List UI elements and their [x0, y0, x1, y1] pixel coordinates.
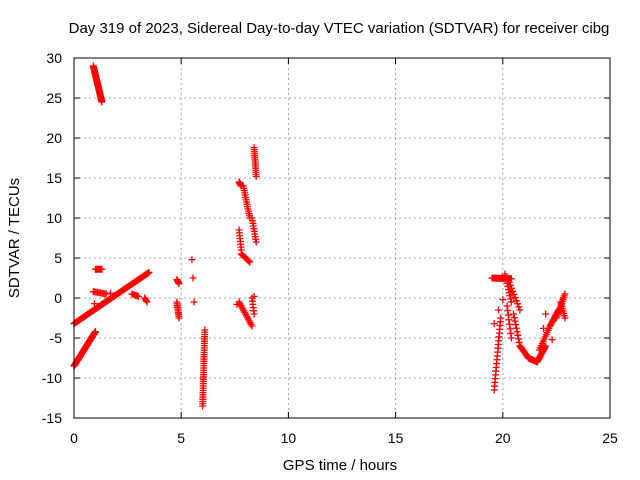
y-tick-label: -5 [50, 330, 63, 346]
chart-title: Day 319 of 2023, Sidereal Day-to-day VTE… [69, 20, 610, 37]
data-point [98, 98, 106, 106]
x-tick-label: 20 [495, 430, 511, 446]
data-point [509, 287, 517, 295]
data-point [252, 172, 260, 180]
data-point [175, 280, 183, 288]
data-point [98, 265, 106, 273]
data-point [512, 321, 520, 329]
data-point [510, 310, 518, 318]
data-point [501, 270, 509, 278]
y-tick-label: 5 [54, 250, 62, 266]
data-point [507, 295, 515, 303]
data-point [233, 300, 241, 308]
y-tick-label: 15 [46, 170, 62, 186]
data-point [508, 284, 516, 292]
x-axis-label: GPS time / hours [283, 457, 397, 474]
y-tick-label: -10 [42, 370, 62, 386]
data-point [250, 292, 258, 300]
data-point [516, 306, 524, 314]
data-point [511, 317, 519, 325]
data-point [134, 292, 142, 300]
y-tick-label: 0 [54, 290, 62, 306]
data-point [189, 274, 197, 282]
data-point [490, 386, 498, 394]
data-point [506, 281, 514, 289]
data-point [142, 297, 150, 305]
data-point [106, 289, 114, 297]
data-point [91, 328, 99, 336]
data-point [490, 320, 498, 328]
data-point [515, 303, 523, 311]
data-point [561, 290, 569, 298]
data-point [510, 314, 518, 322]
y-tick-label: 20 [46, 130, 62, 146]
data-point [512, 324, 520, 332]
data-point [561, 314, 569, 322]
data-point [511, 294, 519, 302]
plot-frame [73, 57, 611, 419]
data-point [507, 298, 515, 306]
y-tick-label: 25 [46, 90, 62, 106]
data-point [246, 258, 254, 266]
data-point [143, 298, 151, 306]
data-point [175, 314, 183, 322]
data-point [505, 286, 513, 294]
data-point [514, 331, 522, 339]
data-point [514, 300, 522, 308]
data-point [199, 402, 207, 410]
data-point [250, 310, 258, 318]
data-point [540, 324, 548, 332]
data-point [505, 278, 513, 286]
y-tick-label: 10 [46, 210, 62, 226]
x-tick-label: 5 [177, 430, 185, 446]
data-point [499, 296, 507, 304]
data-point [502, 273, 510, 281]
data-point [548, 336, 556, 344]
y-axis-label: SDTVAR / TECUs [6, 178, 23, 298]
data-point [515, 338, 523, 346]
x-tick-label: 15 [388, 430, 404, 446]
data-point [542, 310, 550, 318]
y-tick-label: 30 [46, 50, 62, 66]
x-tick-label: 0 [70, 430, 78, 446]
y-tick-label: -15 [42, 410, 62, 426]
gridlines [74, 58, 610, 418]
data-point [505, 289, 513, 297]
data-point [190, 298, 198, 306]
data-point [507, 334, 515, 342]
data-point [245, 257, 253, 265]
x-tick-label: 10 [281, 430, 297, 446]
data-point [495, 306, 503, 314]
data-point [90, 300, 98, 308]
data-point [510, 290, 518, 298]
data-point [188, 256, 196, 264]
data-point [513, 328, 521, 336]
data-point [102, 290, 110, 298]
data-point [515, 335, 523, 343]
data-point [248, 322, 256, 330]
data-points [70, 62, 569, 410]
data-point [252, 238, 260, 246]
x-tick-label: 25 [602, 430, 618, 446]
data-point [512, 297, 520, 305]
axis-ticks: 0 5 10 15 20 25 -15 -10 -5 0 5 10 15 20 25 30 [42, 50, 618, 446]
data-point [145, 268, 153, 276]
data-point [506, 292, 514, 300]
